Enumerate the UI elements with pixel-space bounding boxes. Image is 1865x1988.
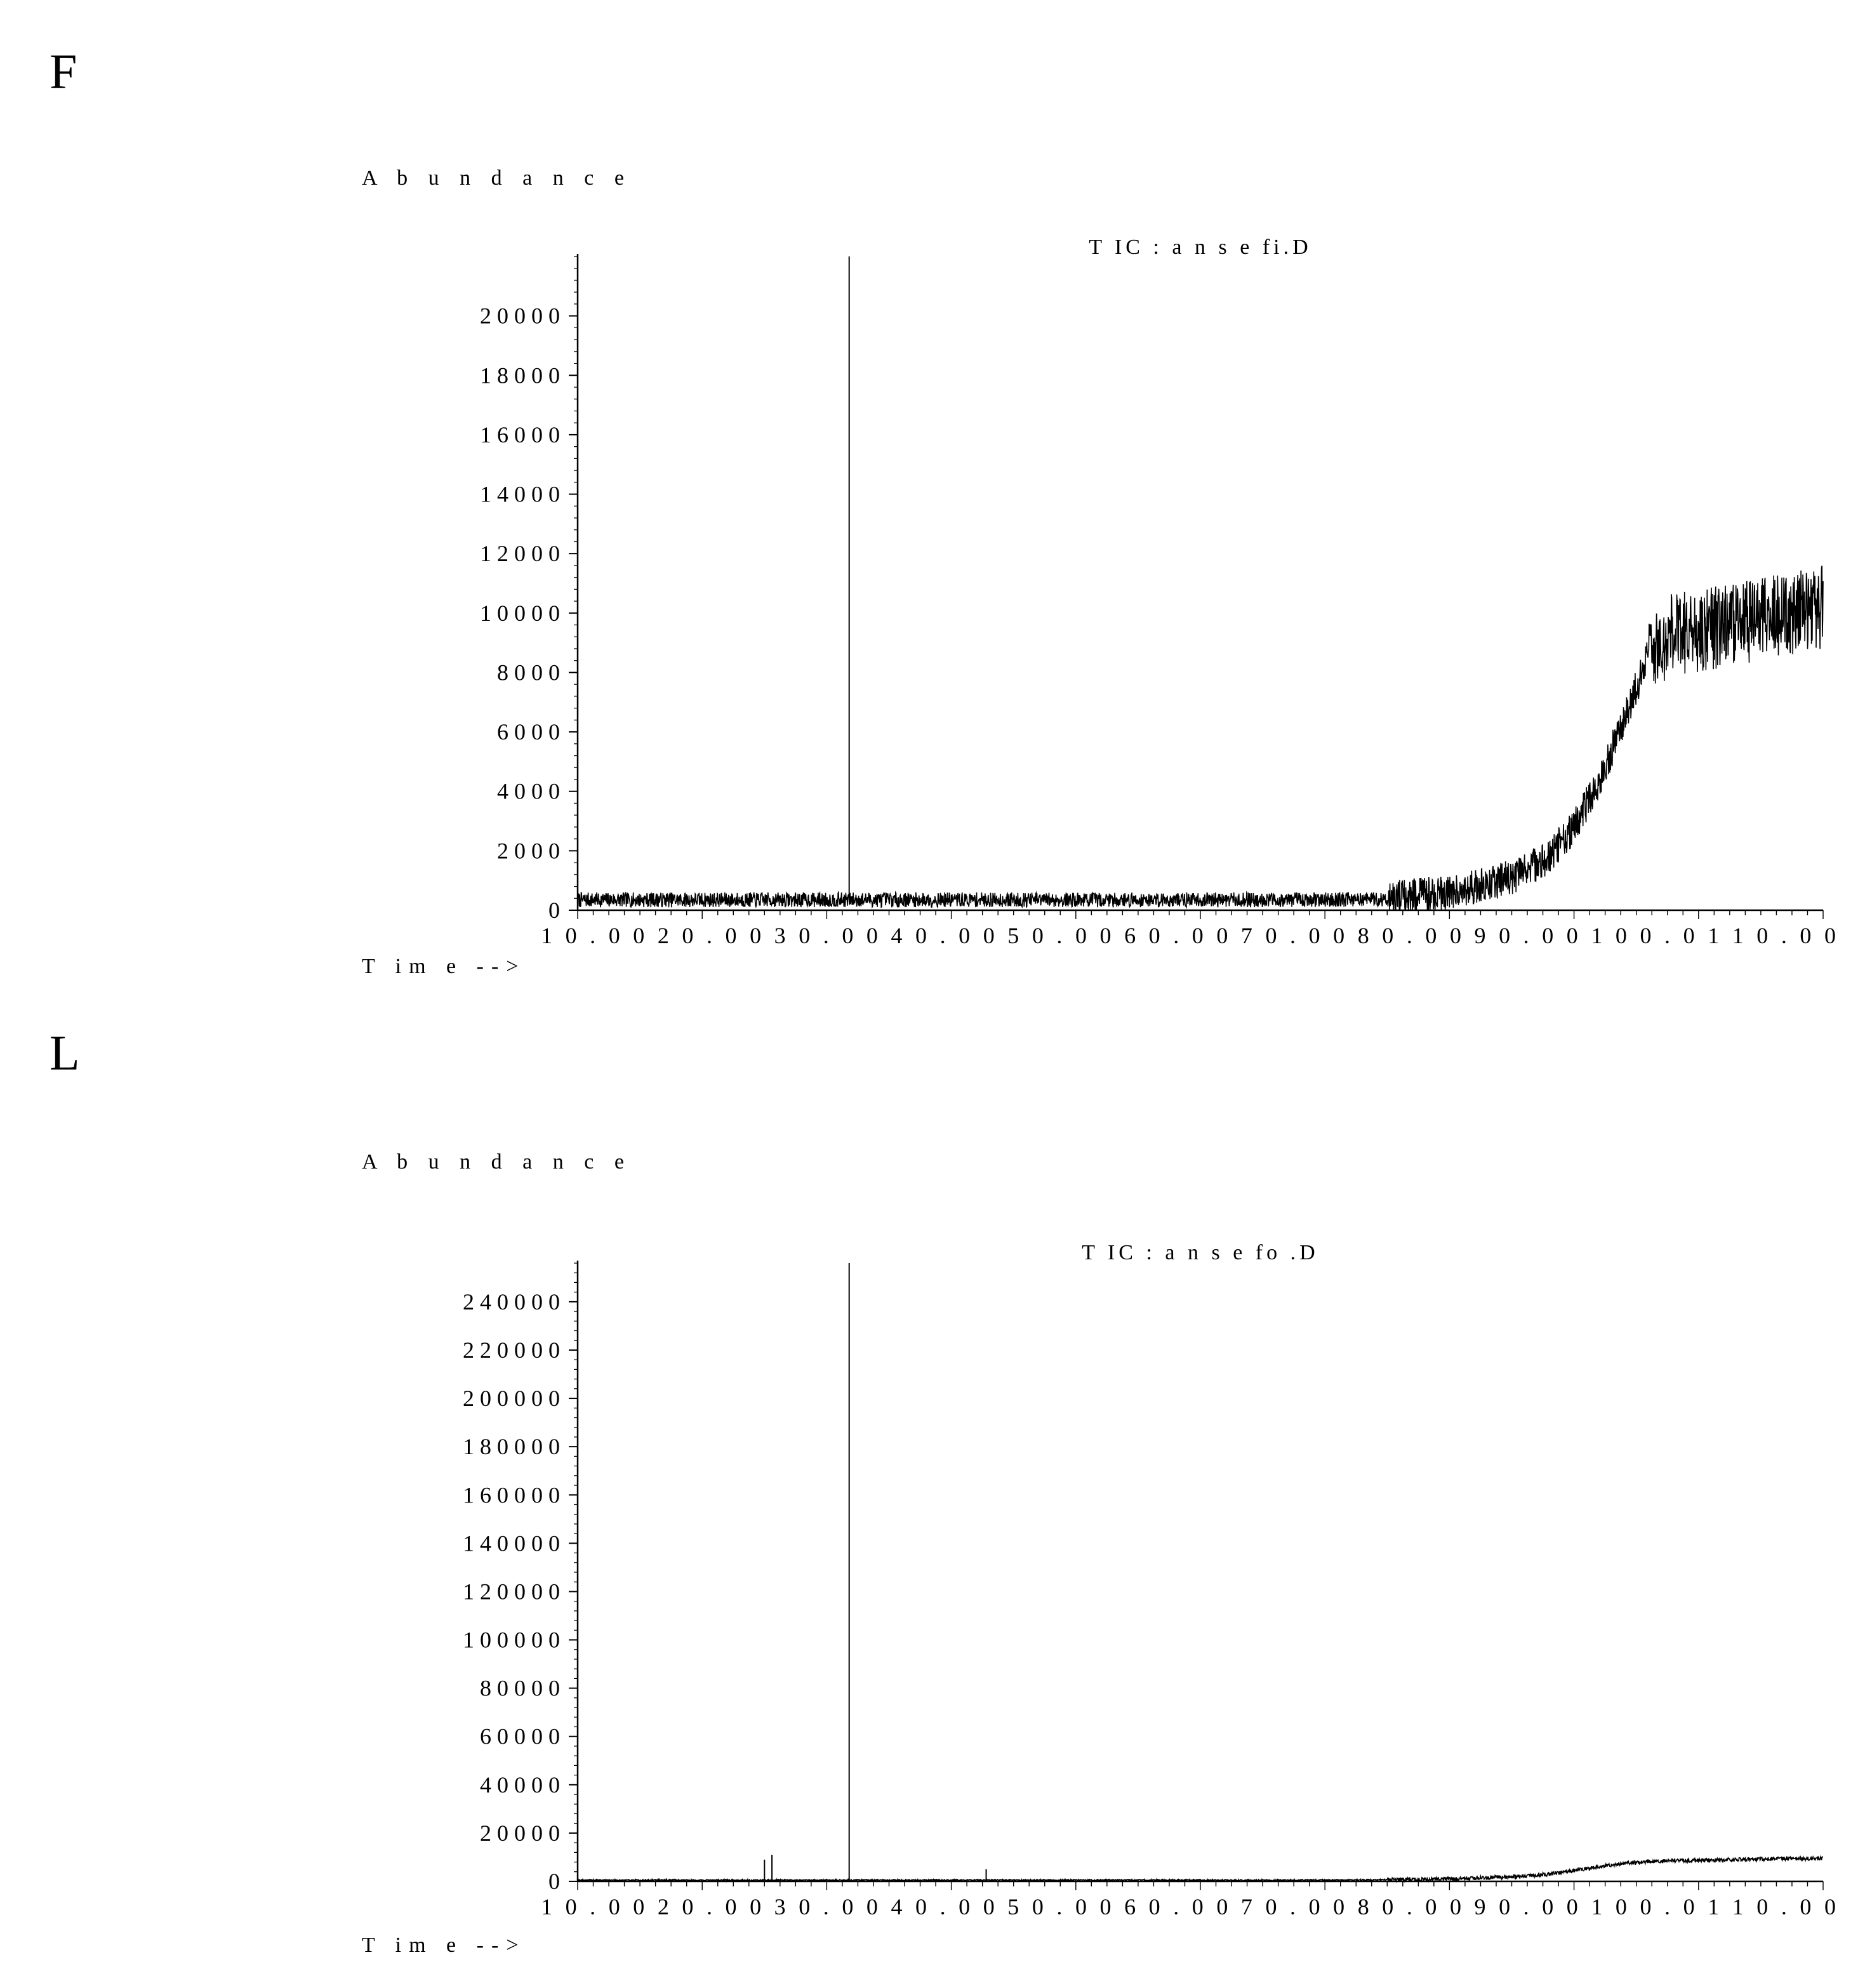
x-tick-labels-l: 1 0 . 0 0 2 0 . 0 0 3 0 . 0 0 4 0 . 0 0 … bbox=[541, 1894, 1836, 1919]
y-axis-label-l: A b u n d a n c e bbox=[362, 1150, 632, 1174]
y-tick-label-l: 2 4 0 0 0 0 bbox=[463, 1289, 560, 1315]
y-axis-label-f: A b u n d a n c e bbox=[362, 166, 632, 190]
tic-trace-f bbox=[577, 566, 1824, 911]
y-tick-label-l: 1 6 0 0 0 0 bbox=[463, 1482, 560, 1508]
y-tick-label-f: 4 0 0 0 bbox=[497, 779, 560, 804]
panel-letter-f: F bbox=[50, 44, 77, 99]
y-tick-label-f: 0 bbox=[548, 898, 560, 923]
y-tick-label-l: 1 4 0 0 0 0 bbox=[463, 1530, 560, 1556]
chart-title-l: T IC : a n s e fo .D bbox=[1082, 1241, 1318, 1264]
x-axis-label-l: T im e --> bbox=[362, 1933, 526, 1957]
y-tick-label-l: 2 0 0 0 0 bbox=[480, 1820, 560, 1846]
y-tick-label-l: 0 bbox=[548, 1869, 560, 1894]
y-tick-label-l: 6 0 0 0 0 bbox=[480, 1724, 560, 1749]
y-tick-label-f: 8 0 0 0 bbox=[497, 659, 560, 685]
y-tick-label-l: 4 0 0 0 0 bbox=[480, 1772, 560, 1798]
chromatogram-f: T IC : a n s e fi.D 0 2 0 0 0 4 0 0 0 6 0 0 … bbox=[480, 235, 1836, 948]
y-tick-label-f: 1 8 0 0 0 bbox=[480, 362, 560, 388]
y-tick-label-f: 2 0 0 0 0 bbox=[480, 303, 560, 329]
y-tick-label-l: 1 0 0 0 0 0 bbox=[463, 1627, 560, 1653]
y-tick-label-f: 6 0 0 0 bbox=[497, 719, 560, 745]
y-tick-label-f: 2 0 0 0 bbox=[497, 838, 560, 863]
tic-trace-l bbox=[577, 1855, 1824, 1883]
y-tick-label-l: 1 2 0 0 0 0 bbox=[463, 1579, 560, 1604]
y-tick-label-l: 2 0 0 0 0 0 bbox=[463, 1386, 560, 1411]
x-axis-label-f: T im e --> bbox=[362, 955, 526, 978]
y-tick-label-f: 1 6 0 0 0 bbox=[480, 422, 560, 447]
y-tick-label-f: 1 0 0 0 0 bbox=[480, 600, 560, 626]
y-tick-label-l: 8 0 0 0 0 bbox=[480, 1676, 560, 1701]
chart-title-f: T IC : a n s e fi.D bbox=[1089, 235, 1311, 259]
panel-letter-l: L bbox=[50, 1025, 80, 1080]
y-tick-label-f: 1 4 0 0 0 bbox=[480, 482, 560, 507]
y-tick-label-l: 1 8 0 0 0 0 bbox=[463, 1434, 560, 1459]
y-tick-label-l: 2 2 0 0 0 0 bbox=[463, 1337, 560, 1363]
y-tick-label-f: 1 2 0 0 0 bbox=[480, 541, 560, 566]
